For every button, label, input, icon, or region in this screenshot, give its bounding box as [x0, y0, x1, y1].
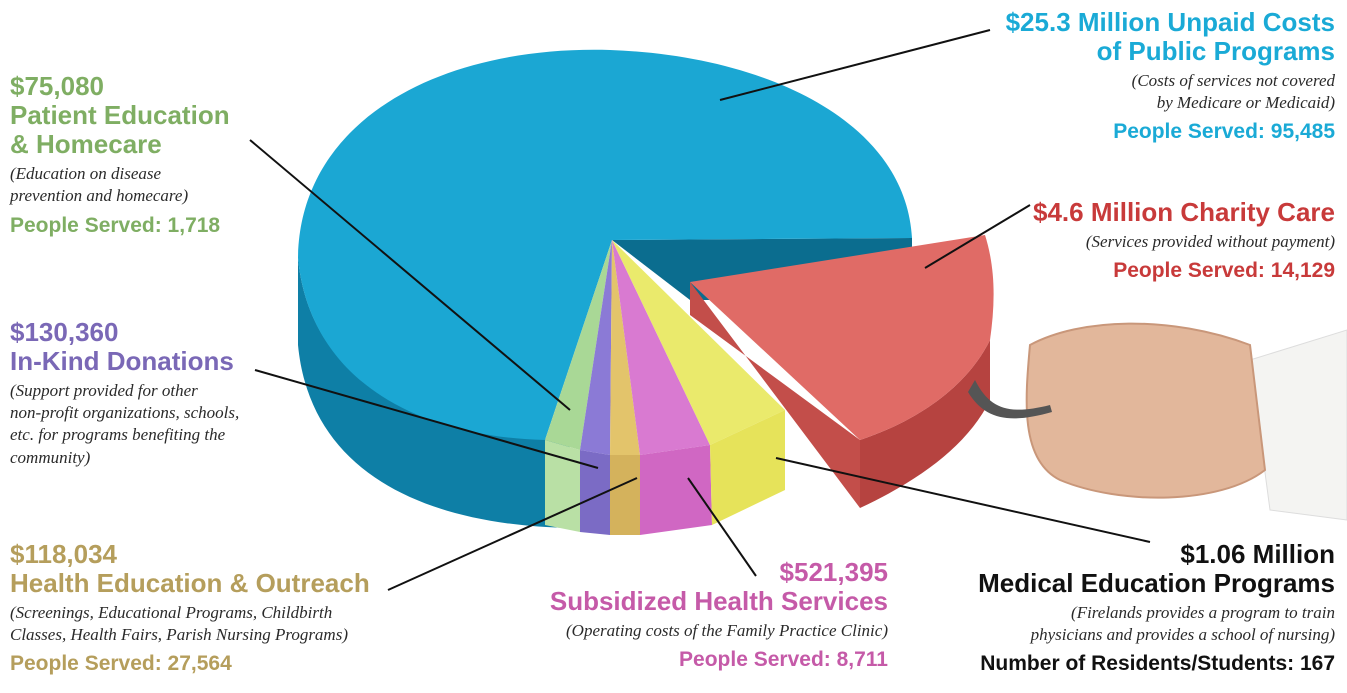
hand-sleeve: [1249, 329, 1347, 521]
charity-title: $4.6 Million Charity Care: [1033, 197, 1335, 227]
pie-slice-subsidized: [612, 240, 710, 455]
meded-desc-line1: (Firelands provides a program to train: [1071, 603, 1335, 623]
inkind-desc-line2: non-profit organizations, schools,: [10, 403, 240, 423]
inkind-desc-line4: community): [10, 447, 91, 467]
unpaid-title-line2: of Public Programs: [1096, 36, 1335, 67]
unpaid-description: (Costs of services not covered by Medica…: [1006, 70, 1335, 114]
charity-people-served: People Served: 14,129: [1113, 259, 1335, 283]
label-subsidized-services: $521,395 Subsidized Health Services (Ope…: [470, 557, 888, 672]
leader-line-meded: [775, 457, 1151, 543]
pie-slice-subsidized-front: [640, 445, 712, 535]
pie-slice-unpaid-side: [298, 258, 570, 528]
meded-title: Medical Education Programs: [978, 568, 1335, 599]
pie-slice-patient-education: [545, 240, 612, 450]
label-inkind-donations: $130,360 In-Kind Donations (Support prov…: [10, 317, 239, 469]
outreach-desc-line1: (Screenings, Educational Programs, Child…: [10, 603, 333, 623]
unpaid-desc-line1: (Costs of services not covered: [1131, 71, 1335, 91]
subsidized-title: Subsidized Health Services: [549, 586, 888, 617]
patient-people-served: People Served: 1,718: [10, 213, 221, 237]
pie-slice-patient-education-front: [545, 440, 580, 532]
outreach-title: Health Education & Outreach: [10, 568, 370, 599]
meded-residents-students: Number of Residents/Students: 167: [980, 652, 1335, 676]
pie-slice-charity-care: [690, 235, 994, 440]
label-health-outreach: $118,034 Health Education & Outreach (Sc…: [10, 539, 370, 676]
server-utensil: [968, 380, 1052, 419]
inkind-title: In-Kind Donations: [10, 346, 234, 377]
leader-line-inkind: [254, 369, 599, 469]
label-charity-care: $4.6 Million Charity Care (Services prov…: [1033, 197, 1335, 283]
outreach-desc-line2: Classes, Health Fairs, Parish Nursing Pr…: [10, 625, 348, 645]
pie-slice-health-outreach: [610, 240, 640, 455]
meded-amount: $1.06 Million: [1180, 539, 1335, 569]
inkind-description: (Support provided for other non-profit o…: [10, 380, 239, 468]
patient-desc-line2: prevention and homecare): [10, 186, 189, 206]
unpaid-desc-line2: by Medicare or Medicaid): [1156, 93, 1335, 113]
leader-line-charity: [924, 204, 1031, 269]
patient-title-line1: Patient Education: [10, 100, 230, 131]
pie-slice-charity-care-side: [690, 282, 860, 508]
pie-slice-medical-education-front: [710, 410, 785, 525]
patient-description: (Education on disease prevention and hom…: [10, 163, 230, 207]
outreach-description: (Screenings, Educational Programs, Child…: [10, 602, 370, 646]
label-unpaid-costs: $25.3 Million Unpaid Costs of Public Pro…: [1005, 7, 1335, 144]
label-patient-education: $75,080 Patient Education & Homecare (Ed…: [10, 71, 230, 237]
leader-line-outreach: [387, 477, 638, 591]
patient-title-line2: & Homecare: [10, 129, 162, 160]
subsidized-people-served: People Served: 8,711: [679, 648, 888, 672]
patient-desc-line1: (Education on disease: [10, 164, 162, 184]
outreach-people-served: People Served: 27,564: [10, 652, 232, 676]
inkind-amount: $130,360: [10, 317, 119, 347]
label-medical-education: $1.06 Million Medical Education Programs…: [978, 539, 1335, 676]
unpaid-people-served: People Served: 95,485: [1113, 120, 1335, 144]
outreach-amount: $118,034: [10, 539, 118, 569]
pie-slice-medical-education: [612, 240, 785, 445]
pie-slice-inkind-donations: [580, 240, 612, 455]
inkind-desc-line1: (Support provided for other: [10, 381, 198, 401]
charity-description: (Services provided without payment): [1085, 232, 1335, 252]
meded-description: (Firelands provides a program to train p…: [978, 602, 1335, 646]
patient-amount: $75,080: [10, 71, 104, 101]
pie-slice-health-outreach-front: [610, 455, 640, 535]
leader-line-patient: [249, 139, 571, 411]
pie-slice-charity-care-front: [860, 340, 990, 508]
pie-slice-unpaid: [298, 49, 912, 440]
subsidized-amount: $521,395: [779, 557, 888, 587]
leader-line-unpaid: [719, 29, 991, 101]
inkind-desc-line3: etc. for programs benefiting the: [10, 425, 226, 445]
unpaid-title-line1: $25.3 Million Unpaid Costs: [1005, 7, 1335, 37]
meded-desc-line2: physicians and provides a school of nurs…: [1030, 625, 1335, 645]
leader-line-subsidized: [687, 477, 757, 577]
pie-slice-inkind-donations-front: [580, 450, 610, 535]
subsidized-description: (Operating costs of the Family Practice …: [566, 621, 888, 641]
hand-icon: [1025, 322, 1267, 499]
